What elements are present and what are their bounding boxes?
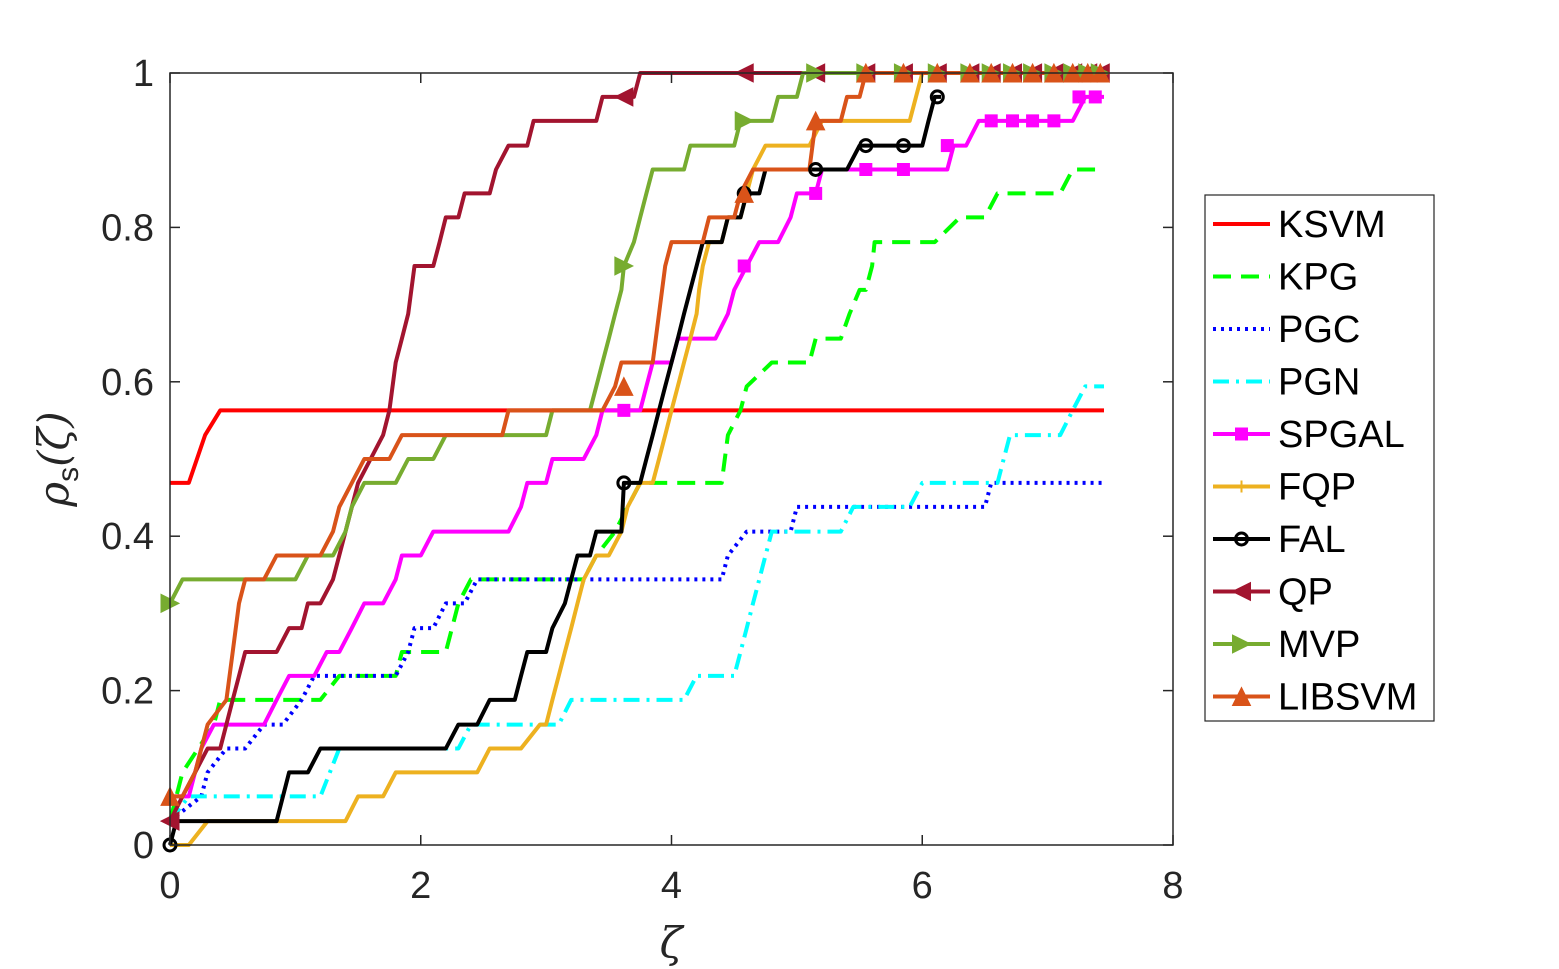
legend-marker-fqp — [1235, 480, 1248, 493]
legend-label-kpg: KPG — [1278, 257, 1358, 299]
series-line-mvp — [168, 71, 1104, 605]
series-line-pgn — [168, 384, 1104, 823]
legend-item-pgc: PGC — [1213, 309, 1360, 351]
series-line-spgal — [170, 94, 1104, 799]
y-tick-label: 0.4 — [101, 516, 154, 558]
series-line-qp — [168, 71, 1104, 823]
data-point-spgal — [1072, 90, 1086, 104]
legend-box — [1204, 194, 1435, 722]
data-point-fal — [858, 138, 874, 154]
legend-marker-mvp — [1232, 634, 1252, 654]
legend-item-mvp: MVP — [1213, 624, 1360, 666]
data-point-spgal — [859, 163, 873, 176]
legend-item-spgal: SPGAL — [1213, 414, 1405, 456]
legend: KSVM KPG PGC PGN SPGAL FQP FAL QP MVP LIBSVM — [1204, 194, 1435, 722]
data-point-fal — [929, 89, 945, 105]
y-axis-label-sub: s — [52, 467, 85, 482]
series-line-fal — [168, 94, 942, 846]
x-tick-label: 2 — [410, 865, 431, 907]
y-tick-label: 0.8 — [101, 207, 154, 249]
data-point-mvp — [614, 256, 634, 276]
data-point-qp — [613, 87, 634, 107]
legend-label-pgn: PGN — [1278, 362, 1360, 404]
data-point-fal — [895, 138, 911, 154]
x-axis-label: ζ — [660, 918, 685, 967]
y-axis-label-main: ρ — [29, 482, 78, 508]
data-point-spgal — [984, 114, 998, 128]
x-tick-label: 6 — [912, 865, 933, 907]
series-line-libsvm — [170, 71, 1104, 799]
legend-marker-fal — [1234, 531, 1249, 547]
data-point-spgal — [1006, 114, 1020, 128]
legend-item-fal: FAL — [1213, 519, 1346, 561]
data-point-spgal — [1088, 90, 1102, 104]
y-axis-label-paren: (ζ) — [29, 411, 78, 467]
data-point-spgal — [940, 139, 954, 153]
y-tick-label: 0.6 — [101, 362, 154, 404]
data-point-libsvm — [614, 376, 634, 396]
series-line-kpg — [168, 167, 1104, 822]
legend-marker-spgal — [1235, 427, 1248, 441]
data-point-fal — [808, 162, 824, 177]
y-tick-label: 0 — [133, 825, 154, 867]
data-point-libsvm — [805, 110, 826, 131]
data-point-spgal — [1026, 114, 1040, 128]
legend-marker-qp — [1231, 581, 1251, 602]
plot-area — [170, 73, 1173, 845]
data-point-spgal — [737, 259, 751, 273]
legend-label-ksvm: KSVM — [1278, 204, 1386, 246]
legend-item-fqp: FQP — [1213, 467, 1356, 509]
legend-marker-libsvm — [1231, 686, 1252, 706]
x-tick-label: 0 — [159, 865, 180, 907]
data-point-spgal — [896, 163, 910, 176]
y-tick-label: 1 — [133, 53, 154, 95]
legend-item-pgn: PGN — [1213, 362, 1360, 404]
data-point-spgal — [1047, 114, 1061, 128]
legend-label-qp: QP — [1278, 572, 1333, 614]
x-tick-label: 4 — [661, 865, 682, 907]
legend-label-fqp: FQP — [1278, 467, 1356, 509]
series-layer — [168, 71, 1104, 847]
legend-label-libsvm: LIBSVM — [1278, 677, 1417, 719]
y-tick-label: 0.2 — [101, 671, 154, 713]
legend-item-kpg: KPG — [1213, 257, 1358, 299]
legend-item-qp: QP — [1213, 572, 1333, 614]
data-point-libsvm — [734, 183, 755, 203]
legend-items: KSVM KPG PGC PGN SPGAL FQP FAL QP MVP LIBSVM — [1213, 204, 1417, 719]
data-point-fal — [616, 475, 632, 491]
legend-label-spgal: SPGAL — [1278, 414, 1405, 456]
tick-layer: 0 2 4 6 8 0 0.2 0.4 0.6 0.8 1 — [101, 53, 1183, 907]
x-tick-label: 8 — [1162, 865, 1183, 907]
series-line-pgc — [168, 480, 1104, 823]
svg-text:ρs(ζ): ρs(ζ) — [29, 411, 85, 507]
data-point-spgal — [809, 186, 823, 200]
legend-label-pgc: PGC — [1278, 309, 1360, 351]
legend-label-fal: FAL — [1278, 519, 1346, 561]
legend-item-libsvm: LIBSVM — [1213, 677, 1417, 719]
data-point-spgal — [617, 403, 631, 417]
y-axis-label: ρs(ζ) — [29, 411, 85, 507]
series-line-fqp — [170, 71, 1104, 847]
data-point-mvp — [734, 111, 755, 131]
legend-label-mvp: MVP — [1278, 624, 1360, 666]
legend-item-ksvm: KSVM — [1213, 204, 1386, 246]
